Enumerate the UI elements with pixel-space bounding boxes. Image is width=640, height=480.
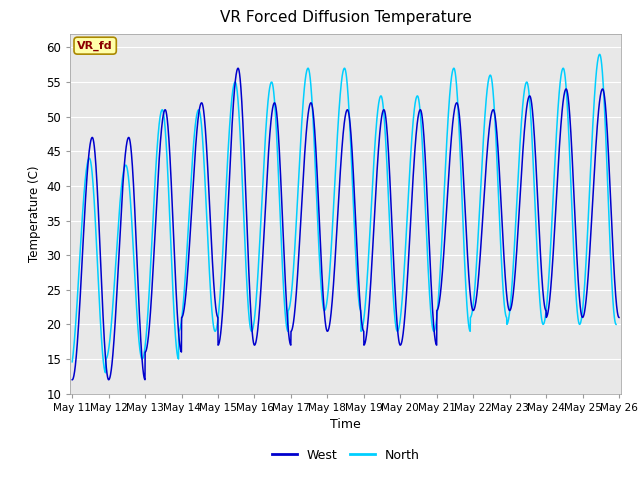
Text: VR_fd: VR_fd bbox=[77, 40, 113, 51]
Title: VR Forced Diffusion Temperature: VR Forced Diffusion Temperature bbox=[220, 11, 472, 25]
X-axis label: Time: Time bbox=[330, 418, 361, 431]
Legend: West, North: West, North bbox=[266, 444, 425, 467]
Y-axis label: Temperature (C): Temperature (C) bbox=[28, 165, 41, 262]
